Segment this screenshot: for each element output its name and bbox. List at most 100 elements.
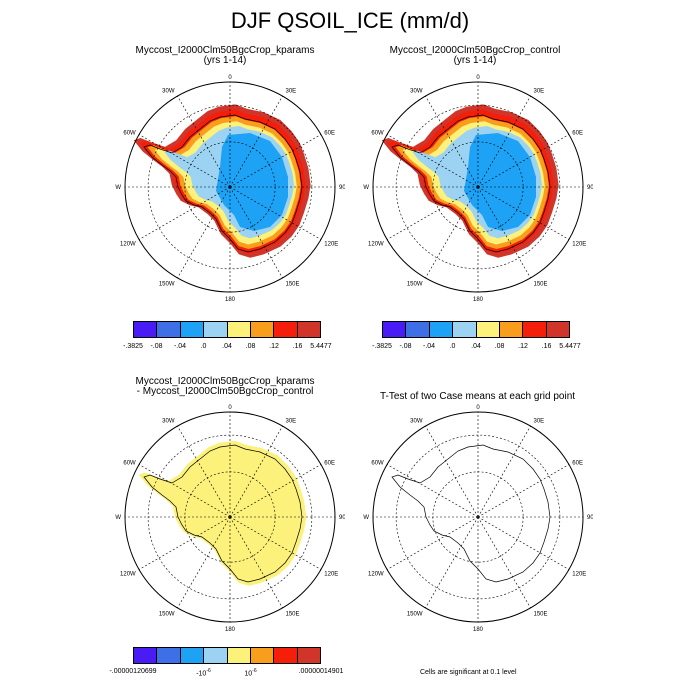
longitude-label-tr1: 30E [286,89,297,95]
colorbar-2-labels-tick: 5.4477 [559,343,581,350]
meridian-line [138,516,231,570]
colorbar-2-labels-tick: .12 [518,343,528,350]
coastline [143,114,303,253]
colorbar-2-labels-tick: .08 [494,343,505,350]
coastline [391,444,551,583]
colorbar-1-swatch [157,322,181,337]
graticule [125,412,335,622]
meridian-line [386,186,479,240]
panel1-title-line2: (yrs 1-14) [203,55,247,66]
longitude-label-bl1: 120W [120,572,136,578]
meridian-line [477,516,531,609]
meridian-line [386,134,479,188]
meridian-line [386,516,479,570]
longitude-label-right: 90E [339,185,345,191]
longitude-label-bottom: 180 [473,627,484,632]
meridian-line [138,464,231,518]
longitude-label-bottom: 180 [225,297,236,302]
colorbar-1-labels-tick: -.3825 [123,343,143,350]
meridian-line [177,516,231,609]
meridian-line [229,186,322,240]
map-panel-4: 0 180 90W 90E 30W 60W 30E 60E 120W 150W 120E 150E [363,405,593,632]
colorbar-2-labels-tick: -.08 [399,343,412,350]
colorbar-1-swatch [250,322,275,337]
longitude-label-bl1: 120W [368,242,384,248]
meridian-line [425,425,479,518]
longitude-label-tr2: 60E [572,461,583,467]
longitude-label-tl2: 60W [371,131,384,137]
longitude-label-br2: 150E [534,281,548,287]
colorbar-2-swatch [429,322,454,337]
colorbar-3-swatch [274,648,298,663]
colorbar-3-swatch [157,648,181,663]
meridian-line [229,516,283,609]
graticule [125,82,335,292]
meridian-line [386,464,479,518]
cb3-label-pos-exp: -6 [252,668,257,674]
coastline [391,114,551,253]
longitude-label-tr2: 60E [324,131,335,137]
longitude-label-br1: 120E [572,242,586,248]
meridian-line [177,425,231,518]
meridian-line [229,134,322,188]
longitude-label-right: 90E [587,185,593,191]
longitude-label-br1: 120E [324,572,338,578]
meridian-line [229,464,322,518]
longitude-label-bl2: 150W [407,611,423,617]
diff-field [138,440,307,586]
cb3-label-max: .00000014901 [298,668,344,675]
graticule [373,412,583,622]
longitude-label-tl1: 30W [162,89,175,95]
panel3-title: Myccost_I2000Clm50BgcCrop_kparams - Mycc… [110,377,340,397]
colorbar-1-labels-tick: 5.4477 [310,343,332,350]
meridian-line [177,95,231,188]
colorbar-1-swatch [180,322,205,337]
longitude-label-tr2: 60E [324,461,335,467]
meridian-line [477,95,531,188]
colorbar-2-swatch [476,322,500,337]
cb3-label-pos: 10-6 [244,668,256,677]
colorbar-1 [133,321,321,338]
colorbar-2-labels-tick: .16 [541,343,552,350]
longitude-label-bl1: 120W [368,572,384,578]
colorbar-2 [382,321,570,338]
colorbar-3-swatch [134,648,158,663]
colorbar-2-labels-tick: .0 [449,343,456,350]
longitude-label-tr1: 30E [534,419,545,425]
map-frame [124,81,336,293]
longitude-label-left: 90W [363,185,369,191]
meridian-line [425,186,479,279]
panel4-title: T-Test of two Case means at each grid po… [355,392,600,402]
graticule [373,82,583,292]
colorbar-1-labels-tick: .12 [269,343,279,350]
meridian-line [229,95,283,188]
colorbar-2-swatch [546,322,569,337]
panel4-title-line1: T-Test of two Case means at each grid po… [379,391,576,402]
colorbar-1-swatch [274,322,298,337]
longitude-label-tl2: 60W [123,461,136,467]
colorbar-2-labels: -.3825 -.08 -.04 .0 .04 .08 .12 .16 5.4477 [372,343,581,353]
meridian-line [138,134,231,188]
colorbar-3-swatch [250,648,275,663]
panel2-title-line2: (yrs 1-14) [453,55,497,66]
colorbar-2-swatch [453,322,477,337]
longitude-label-bl2: 150W [159,281,175,287]
cb3-label-min: -.00000120699 [109,668,157,675]
meridian-line [477,186,531,279]
longitude-label-right: 90E [587,515,593,521]
colorbar-1-swatch [227,322,251,337]
significance-note: Cells are significant at 0.1 level [420,669,517,676]
longitude-label-tl1: 30W [410,419,423,425]
longitude-label-top: 0 [228,75,232,81]
cb3-label-pos-base: 10 [244,670,253,678]
cb3-label-neg-exp: -6 [206,668,211,674]
colorbar-2-swatch [523,322,547,337]
panel1-title-line1: Myccost_I2000Clm50BgcCrop_kparams [135,45,315,56]
longitude-label-tl2: 60W [123,131,136,137]
meridian-line [477,186,570,240]
cb3-label-neg-base: -10 [196,670,207,678]
colorbar-1-labels-tick: .0 [200,343,207,350]
map-frame [372,81,584,293]
panel1-title: Myccost_I2000Clm50BgcCrop_kparams (yrs 1… [110,46,340,66]
colorbar-1-labels-tick: .16 [292,343,303,350]
